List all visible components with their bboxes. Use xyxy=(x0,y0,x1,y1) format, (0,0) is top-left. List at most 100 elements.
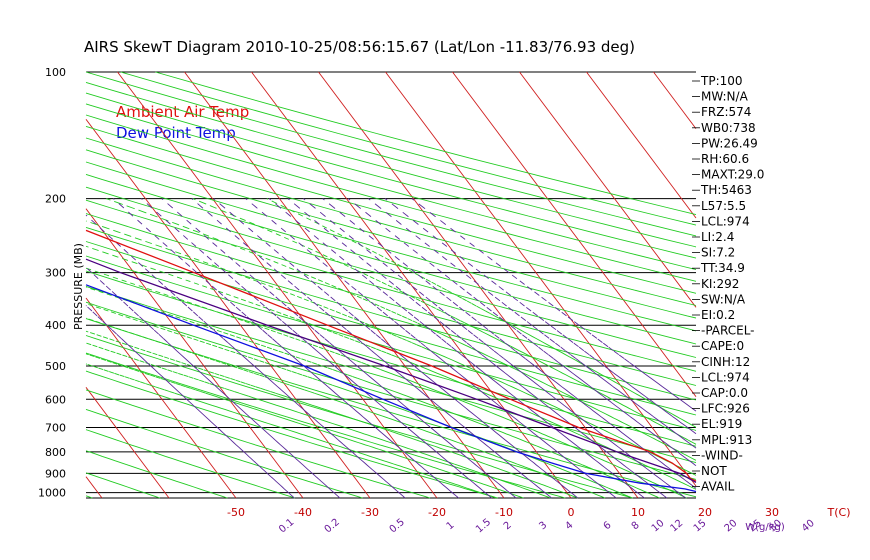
indices-item: L57:5.5 xyxy=(701,199,746,213)
mixing-ratio-line xyxy=(347,198,697,467)
dry-adiabat-line xyxy=(85,408,363,499)
isotherm-line xyxy=(452,71,697,397)
dry-adiabat-layer xyxy=(85,71,697,499)
mixing-ratio-line xyxy=(141,198,492,499)
indices-item: NOT xyxy=(701,464,727,478)
isotherm-line xyxy=(318,71,639,499)
mixing-ratio-line xyxy=(384,198,697,435)
indices-item: CINH:12 xyxy=(701,355,750,369)
moist-adiabat-line xyxy=(192,198,697,445)
dry-adiabat-line xyxy=(85,161,697,332)
x-tick-label: 10 xyxy=(631,506,645,519)
mixing-ratio-unit-label: W(g/kg) xyxy=(745,522,785,533)
isotherm-line xyxy=(85,297,237,499)
dry-adiabat-line xyxy=(85,71,697,237)
mixing-ratio-line xyxy=(268,198,645,499)
dry-adiabat-line xyxy=(85,450,228,499)
x-tick-label: -20 xyxy=(428,506,446,519)
indices-item: LFC:926 xyxy=(701,402,750,416)
mixing-ratio-tick-label: 1 xyxy=(445,520,457,533)
dry-adiabat-line xyxy=(120,71,697,226)
dry-adiabat-line xyxy=(85,149,697,319)
mixing-ratio-layer xyxy=(85,198,697,499)
y-tick-label: 100 xyxy=(45,66,66,79)
mixing-ratio-line xyxy=(161,198,517,499)
indices-item: MPL:913 xyxy=(701,433,752,447)
isotherm-line xyxy=(117,71,438,499)
dry-adiabat-line xyxy=(85,103,697,271)
isotherm-line xyxy=(251,71,572,499)
moist-adiabat-line xyxy=(85,342,551,499)
indices-item: RH:60.6 xyxy=(701,152,749,166)
moist-adiabat-line xyxy=(86,317,606,499)
dew-point-temp-line xyxy=(85,284,697,493)
indices-item: CAP:0.0 xyxy=(701,386,748,400)
indices-item: MW:N/A xyxy=(701,90,749,104)
mixing-ratio-line xyxy=(85,305,295,499)
x-tick-label: -40 xyxy=(294,506,312,519)
isotherm-line xyxy=(653,71,697,129)
mixing-ratio-line xyxy=(85,266,341,499)
isotherm-line xyxy=(519,71,697,308)
mixing-ratio-tick-label: 1.5 xyxy=(474,517,493,536)
indices-item: -PARCEL- xyxy=(701,324,755,338)
dry-adiabat-line xyxy=(85,125,697,294)
mixing-ratio-tick-label: 2 xyxy=(502,520,514,533)
mixing-ratio-line xyxy=(322,198,697,489)
dry-adiabat-line xyxy=(85,173,697,345)
isotherm-line xyxy=(85,476,103,499)
indices-item: MAXT:29.0 xyxy=(701,168,764,182)
mixing-ratio-tick-label: 8 xyxy=(630,520,642,533)
x-tick-label: 20 xyxy=(698,506,712,519)
mixing-ratio-tick-label: 20 xyxy=(723,518,740,535)
mixing-ratio-line xyxy=(368,198,697,449)
indices-item: TH:5463 xyxy=(700,183,752,197)
ambient-air-temp-line xyxy=(85,229,697,482)
dry-adiabat-line xyxy=(85,301,697,480)
dry-adiabat-line xyxy=(85,213,697,386)
x-tick-label: -30 xyxy=(361,506,379,519)
indices-item: LI:2.4 xyxy=(701,230,734,244)
indices-item: TT:34.9 xyxy=(700,261,745,275)
mixing-ratio-line xyxy=(303,198,686,499)
indices-item: CAPE:0 xyxy=(701,339,744,353)
y-tick-label: 400 xyxy=(45,319,66,332)
indices-item: AVAIL xyxy=(701,480,735,494)
parcel-line xyxy=(85,258,697,483)
dry-adiabat-line xyxy=(85,270,697,447)
dry-adiabat-line xyxy=(85,495,93,499)
mixing-ratio-line xyxy=(191,198,552,499)
x-tick-label: -50 xyxy=(227,506,245,519)
legend-dew-point-temp: Dew Point Temp xyxy=(116,124,236,142)
mixing-ratio-tick-label: 6 xyxy=(602,520,614,533)
moist-adiabat-line xyxy=(85,363,497,499)
y-tick-label: 500 xyxy=(45,360,66,373)
dry-adiabat-line xyxy=(155,71,697,216)
mixing-ratio-line xyxy=(287,198,668,499)
y-tick-label: 1000 xyxy=(38,487,66,500)
y-tick-label: 600 xyxy=(45,393,66,406)
mixing-ratio-tick-label: 40 xyxy=(800,518,817,535)
x-tick-label: 0 xyxy=(568,506,575,519)
moist-adiabat-layer xyxy=(85,198,697,499)
mixing-ratio-line xyxy=(85,214,406,499)
mixing-ratio-tick-label: 12 xyxy=(668,518,685,535)
indices-item: FRZ:574 xyxy=(701,105,751,119)
dry-adiabat-line xyxy=(85,318,697,498)
legend-ambient-air-temp: Ambient Air Temp xyxy=(116,103,249,121)
y-tick-label: 900 xyxy=(45,467,66,480)
mixing-ratio-tick-label: 3 xyxy=(537,520,549,533)
dry-adiabat-line xyxy=(85,114,697,282)
dry-adiabat-line xyxy=(85,285,697,464)
dry-adiabat-line xyxy=(85,241,697,416)
x-tick-label: -10 xyxy=(495,506,513,519)
x-unit-label: T(C) xyxy=(827,506,851,519)
moist-adiabat-line xyxy=(85,286,660,499)
x-tick-label: 30 xyxy=(765,506,779,519)
y-tick-label: 800 xyxy=(45,446,66,459)
dry-adiabat-line xyxy=(85,92,697,259)
mixing-ratio-tick-label: 0.1 xyxy=(277,517,296,536)
